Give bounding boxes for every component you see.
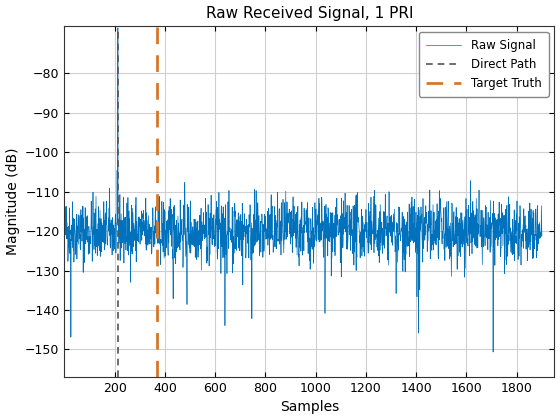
X-axis label: Samples: Samples (280, 400, 339, 415)
Title: Raw Received Signal, 1 PRI: Raw Received Signal, 1 PRI (206, 5, 413, 21)
Raw Signal (490, 349, 497, 354)
Raw Signal (129, 251, 136, 256)
Y-axis label: Magnitude (dB): Magnitude (dB) (6, 148, 20, 255)
Raw Signal (410, 228, 417, 233)
Raw Signal (115, 25, 122, 30)
Legend: Raw Signal, Direct Path, Target Truth: Raw Signal, Direct Path, Target Truth (419, 32, 549, 97)
Line: Raw Signal: Raw Signal (64, 28, 542, 352)
Raw Signal (169, 212, 175, 217)
Raw Signal (251, 244, 258, 249)
Raw Signal (172, 261, 179, 266)
Raw Signal (61, 220, 68, 226)
Raw Signal (539, 233, 545, 238)
Raw Signal (84, 213, 91, 218)
